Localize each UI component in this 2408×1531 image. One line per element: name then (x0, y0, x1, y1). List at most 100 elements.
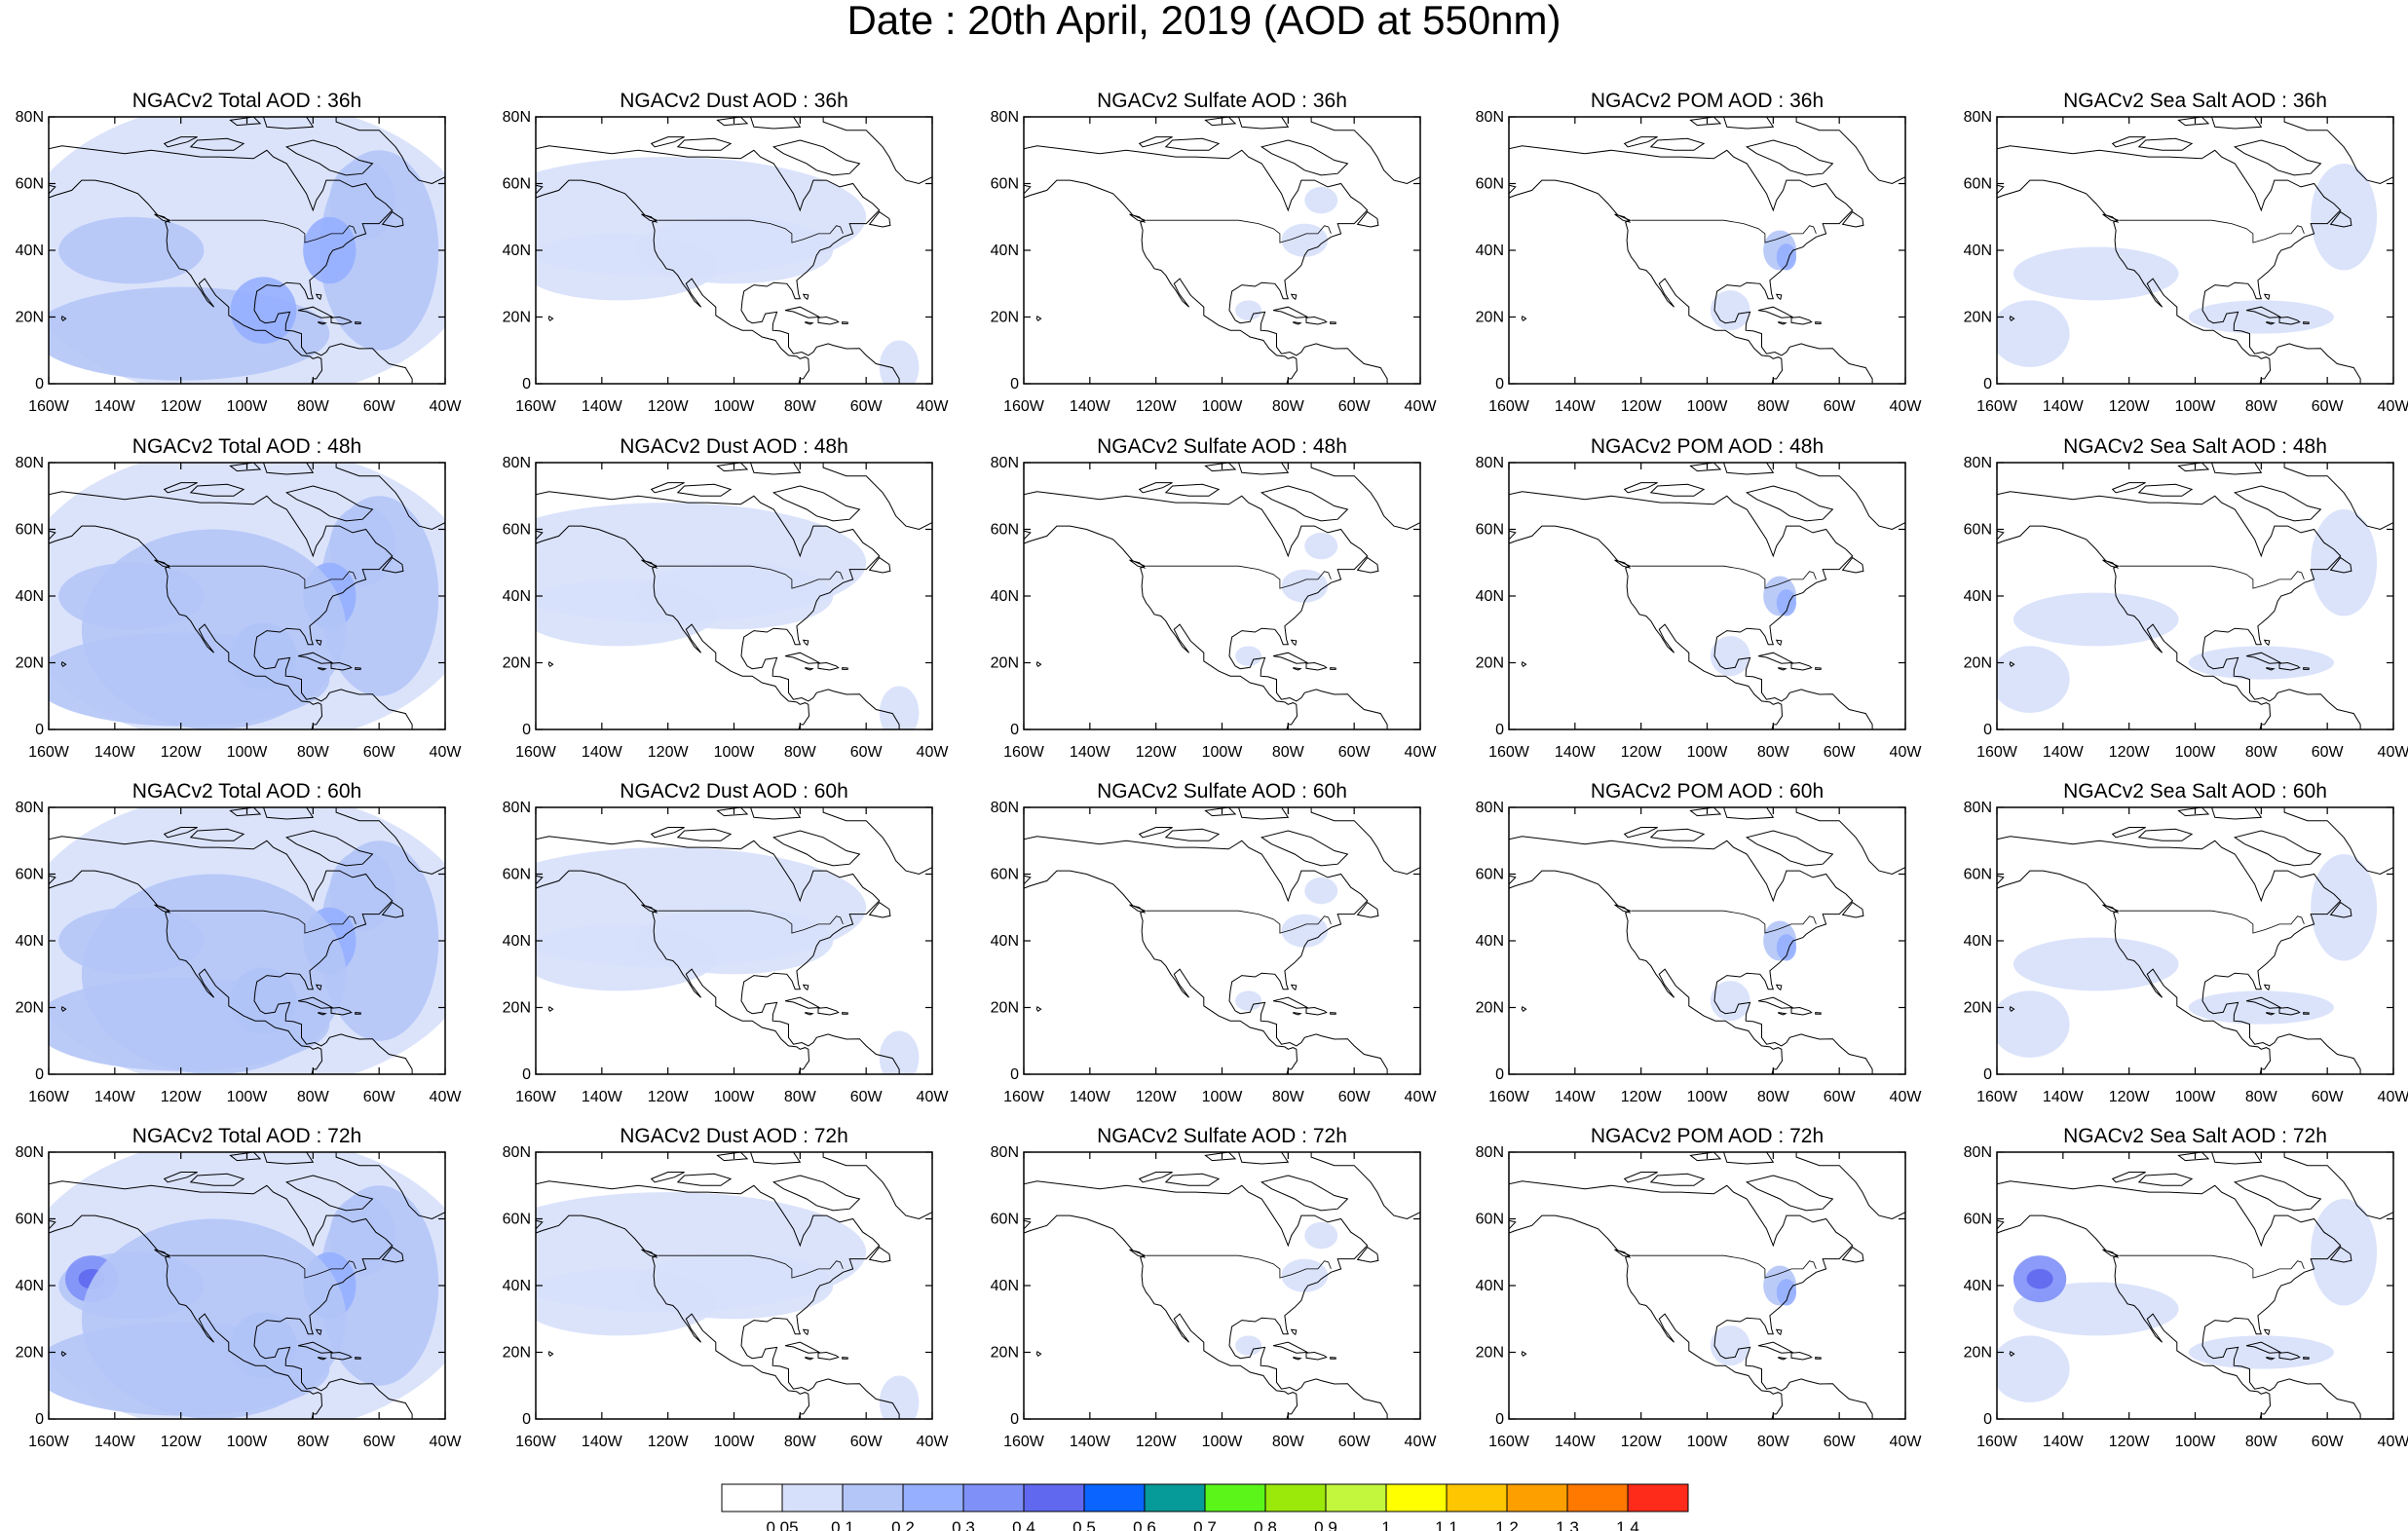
coastline (536, 1180, 900, 1419)
coastline (802, 639, 809, 647)
lon-tick-label: 100W (714, 744, 756, 761)
coastline (771, 830, 861, 867)
aod-shading (329, 160, 396, 241)
coastline (1745, 485, 1834, 522)
coastline (2278, 1351, 2301, 1361)
aod-shading (1304, 1221, 1338, 1250)
coastline (676, 137, 733, 151)
coastline (1310, 1152, 1420, 1220)
coastline (189, 828, 245, 841)
map-panel: NGACv2 Dust AOD : 48h 80N 60N 40N 20N 0 160W 14… (503, 435, 950, 761)
lon-tick-label: 120W (1136, 1089, 1178, 1105)
coastline (1138, 136, 1173, 148)
coastline (297, 1341, 334, 1354)
aod-shading (2188, 300, 2334, 334)
coastline (1035, 1351, 1042, 1358)
colorbar-label: 1.2 (1495, 1518, 1519, 1531)
lat-tick-label: 0 (1495, 1411, 1504, 1428)
coastline (262, 807, 315, 820)
coastline (650, 482, 685, 494)
lon-tick-label: 100W (1202, 398, 1244, 415)
coastline (284, 830, 374, 867)
coastline (2210, 807, 2263, 820)
map-panel: NGACv2 Total AOD : 60h 80N 60N 40N 20N 0 160W 1… (16, 780, 463, 1105)
lon-tick-label: 100W (227, 1089, 269, 1105)
country-border (1146, 1254, 1332, 1279)
lon-tick-label: 60W (850, 744, 884, 761)
lon-tick-label: 120W (1621, 398, 1663, 415)
coastline (229, 1152, 262, 1162)
coastline (650, 136, 685, 148)
lon-tick-label: 40W (2378, 1089, 2408, 1105)
coastline (822, 117, 932, 185)
lat-tick-label: 0 (522, 722, 531, 738)
coastline (547, 316, 554, 322)
lat-tick-label: 80N (1476, 109, 1504, 126)
lon-tick-label: 80W (2245, 1434, 2278, 1450)
coastline (284, 485, 374, 522)
coastline (49, 1180, 413, 1419)
coastline (381, 1246, 404, 1263)
lat-tick-label: 40N (16, 588, 44, 605)
coastline (1745, 139, 1834, 176)
aod-shading (2188, 646, 2334, 680)
map-panel: NGACv2 POM AOD : 48h 80N 60N 40N 20N 0 160W 140… (1476, 435, 1923, 761)
map-panel: NGACv2 Sulfate AOD : 48h 80N 60N 40N 20N 0 160… (991, 435, 1438, 761)
map-panel: NGACv2 POM AOD : 72h 80N 60N 40N 20N 0 160W 140… (1476, 1125, 1923, 1450)
coastline (262, 117, 315, 130)
coastline (1623, 827, 1658, 839)
coastline (330, 661, 353, 671)
lat-tick-label: 60N (503, 867, 531, 883)
coastline (1841, 901, 1864, 918)
lon-tick-label: 140W (1555, 1434, 1597, 1450)
lat-tick-label: 80N (503, 1144, 531, 1161)
coastline (1775, 1328, 1783, 1336)
colorbar: 0.05 0.1 0.2 0.3 0.4 0.5 0.6 0.7 0.8 0.9 1 1.1 1.2 1.… (721, 1483, 1689, 1531)
coastline (315, 639, 322, 647)
coastline (1356, 1246, 1379, 1263)
lon-tick-label: 100W (714, 398, 756, 415)
lon-tick-label: 140W (2043, 398, 2085, 415)
lon-tick-label: 40W (1890, 398, 1923, 415)
panel-title: NGACv2 Dust AOD : 72h (620, 1125, 848, 1147)
aod-shading (1304, 186, 1338, 214)
coastline (802, 293, 809, 301)
coastline (1509, 491, 1873, 729)
coastline (784, 996, 821, 1009)
aod-shading (1776, 1279, 1797, 1306)
lon-tick-label: 60W (2312, 1434, 2345, 1450)
colorbar-swatch (1144, 1483, 1206, 1512)
lon-tick-label: 60W (1338, 744, 1372, 761)
lon-tick-label: 140W (1555, 398, 1597, 415)
coastline (1164, 1173, 1221, 1186)
coastline (2177, 463, 2210, 472)
coastline (1521, 1351, 1527, 1358)
coastline (1204, 117, 1237, 127)
colorbar-swatch (1385, 1483, 1448, 1512)
lon-tick-label: 120W (2109, 1434, 2151, 1450)
coastline (189, 483, 245, 497)
country-border (1146, 910, 1332, 934)
coastline (154, 904, 171, 914)
coastline (1290, 984, 1298, 991)
country-border (2119, 910, 2305, 934)
coastline (2137, 828, 2194, 841)
coastline (1649, 1173, 1706, 1186)
country-border (170, 1254, 357, 1279)
coastline (1024, 145, 1388, 384)
aod-shading (879, 340, 920, 384)
lon-tick-label: 120W (1136, 1434, 1178, 1450)
map-panel: NGACv2 POM AOD : 60h 80N 60N 40N 20N 0 160W 140… (1476, 780, 1923, 1105)
lon-tick-label: 160W (28, 1434, 70, 1450)
lon-tick-label: 120W (2109, 1089, 2151, 1105)
lat-tick-label: 60N (503, 1212, 531, 1228)
country-border (658, 219, 844, 243)
lon-tick-label: 140W (2043, 1434, 2085, 1450)
coastline (1129, 904, 1147, 914)
map-panel: NGACv2 POM AOD : 36h 80N 60N 40N 20N 0 160W 140… (1476, 90, 1923, 415)
country-border (170, 219, 357, 243)
lat-tick-label: 20N (1476, 1000, 1504, 1017)
colorbar-label: 1.4 (1616, 1518, 1639, 1531)
coastline (1623, 482, 1658, 494)
colorbar-label: 0.5 (1072, 1518, 1096, 1531)
